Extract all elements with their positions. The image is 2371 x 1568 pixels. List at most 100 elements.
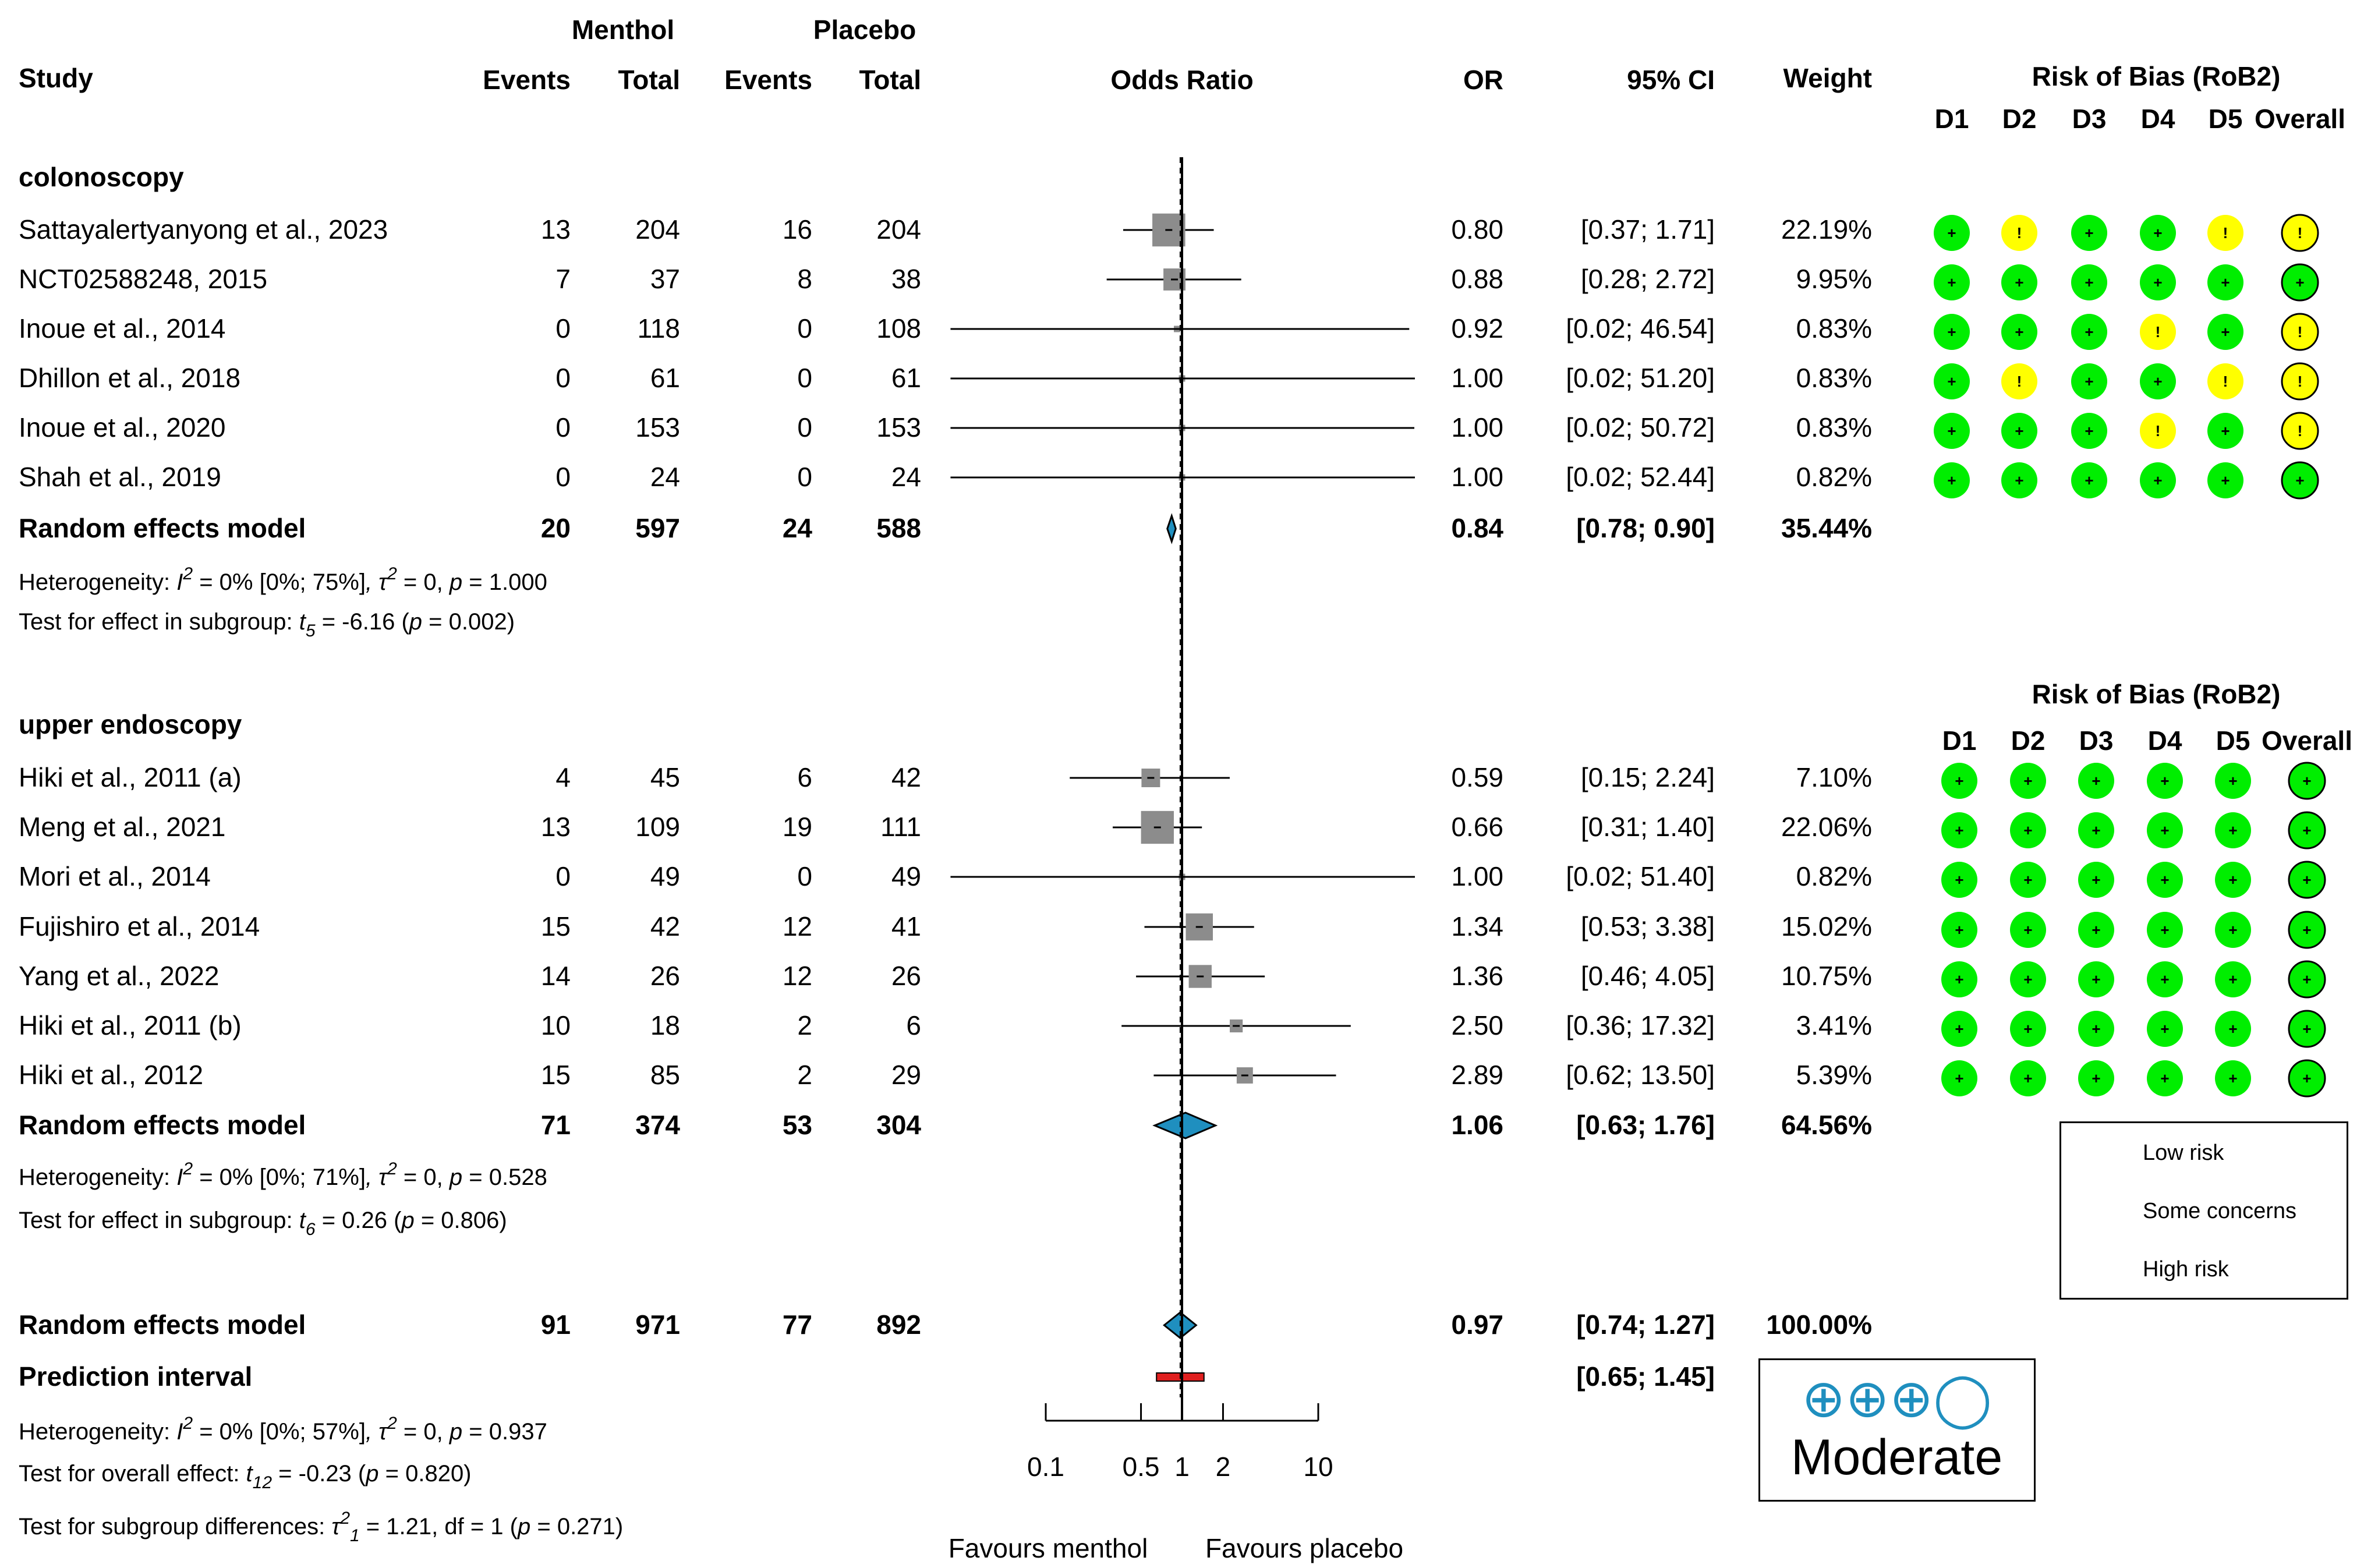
test-p-rest: = 0.806) [414,1208,507,1233]
rob-low-overall-circle [2288,960,2326,999]
study-or: 2.50 [1451,1010,1503,1040]
rob-low-symbol: + [2228,971,2237,988]
study-weight: 7.10% [1796,762,1872,792]
het-p: p [449,1165,463,1190]
rob-some-overall-circle [2281,214,2319,252]
study-name: Dhillon et al., 2018 [19,363,241,393]
legend-label: High risk [2143,1257,2229,1282]
study-name: Meng et al., 2021 [19,812,226,842]
test-prefix: Test for effect in subgroup: [19,1208,299,1233]
rob-low-circle [1941,812,1977,848]
rob-low-circle [2071,413,2107,449]
study-ci: [0.31; 1.40] [1580,812,1715,842]
rob-low-circle [1934,363,1970,399]
study-ci: [0.28; 2.72] [1580,264,1715,294]
het-i2-sup: 2 [183,1159,193,1178]
test-rest: = -6.16 ( [315,609,409,635]
pooled-placebo-total: 588 [876,513,921,543]
study-weight: 10.75% [1781,961,1872,991]
rob-low-symbol: + [2221,274,2230,291]
rob-low-symbol: + [2015,422,2023,440]
study-header: Study [19,63,93,93]
pooled-menthol-total: 597 [635,513,680,543]
rob-low-symbol: + [2015,472,2023,489]
het-i2: I [176,1165,183,1190]
pooled-menthol-events: 71 [540,1110,571,1140]
pooled-ci: [0.78; 0.90] [1576,513,1715,543]
het-tau: , τ [365,1419,388,1445]
placebo-events: 2 [797,1010,812,1040]
het-p: p [449,569,463,595]
test-effect-text: Test for effect in subgroup: t5 = -6.16 … [19,610,515,640]
overall-test-text: Test for overall effect: t12 = -0.23 (p … [19,1462,472,1492]
placebo-events: 12 [782,911,812,941]
rob-some-symbol: ! [2223,373,2228,390]
study-weight: 0.82% [1796,861,1872,891]
rob-low-circle [2001,314,2037,350]
rob-low-circle [2010,763,2046,799]
placebo-events: 12 [782,961,812,991]
rob-low-circle [1934,413,1970,449]
legend-label: Some concerns [2143,1199,2297,1223]
test-t: t [299,1208,306,1233]
rob-low-symbol: + [2085,323,2093,341]
rob-legend [2059,1121,2348,1300]
rob-low-circle [2207,314,2243,350]
het-i2-rest: = 0% [0%; 71%] [193,1165,366,1190]
rob-low-symbol: + [2153,373,2162,390]
placebo-total: 108 [876,313,921,344]
menthol-total: 61 [650,363,680,393]
rob-low-circle [2140,264,2176,300]
rob-some-circle [2207,363,2243,399]
subgroup-label-1: upper endoscopy [19,709,242,739]
pooled-placebo-events: 24 [782,513,812,543]
menthol-total: 42 [650,911,680,941]
menthol-total: 26 [650,961,680,991]
rob-domain-header-3: D3 [2072,104,2107,134]
study-name: Yang et al., 2022 [19,961,220,991]
test-t: t [246,1461,253,1486]
rob-low-symbol: + [2302,971,2311,988]
rob-domain-header2-6: Overall [2262,725,2352,756]
rob-low-circle [2215,1060,2251,1096]
rob-low-circle [2140,215,2176,251]
study-or: 0.88 [1451,264,1503,294]
rob-low-circle [2010,862,2046,898]
x-tick-label: 0.5 [1122,1452,1160,1482]
het-i2: I [176,569,183,595]
rob-low-circle [2147,763,2183,799]
pooled-menthol-events: 20 [540,513,571,543]
study-ci: [0.46; 4.05] [1580,961,1715,991]
het-p-rest: = 0.528 [462,1165,547,1190]
het-i2-sup: 2 [183,1414,193,1433]
rob-low-symbol: + [2302,1020,2311,1038]
rob-domain-header-2: D2 [2002,104,2037,134]
rob-low-symbol: + [2160,971,2169,988]
placebo-events: 0 [797,313,812,344]
menthol-total: 49 [650,861,680,891]
rob-low-symbol: + [1947,274,1956,291]
study-weight: 0.83% [1796,412,1872,443]
placebo-total-header: Total [859,65,921,95]
placebo-total: 6 [906,1010,921,1040]
pooled-ci: [0.63; 1.76] [1576,1110,1715,1140]
pooled-weight: 35.44% [1781,513,1872,543]
grade-certainty-box [1758,1358,2036,1502]
menthol-events: 0 [555,313,571,344]
test-p: p [409,609,423,635]
rob-low-symbol: + [2302,1070,2311,1087]
het-prefix: Heterogeneity: [19,569,177,595]
rob-low-symbol: + [2023,971,2032,988]
rob-low-symbol: + [2221,472,2230,489]
rob-low-symbol: + [2228,871,2237,889]
study-ci: [0.02; 46.54] [1566,313,1715,344]
placebo-total: 61 [891,363,921,393]
rob-low-symbol: + [2153,274,2162,291]
study-weight: 22.19% [1781,214,1872,245]
heterogeneity-text: Heterogeneity: I2 = 0% [0%; 71%], τ2 = 0… [19,1159,547,1190]
study-ci: [0.37; 1.71] [1580,214,1715,245]
pooled-menthol-total: 374 [635,1110,680,1140]
menthol-events: 7 [555,264,571,294]
placebo-total: 111 [880,812,921,842]
